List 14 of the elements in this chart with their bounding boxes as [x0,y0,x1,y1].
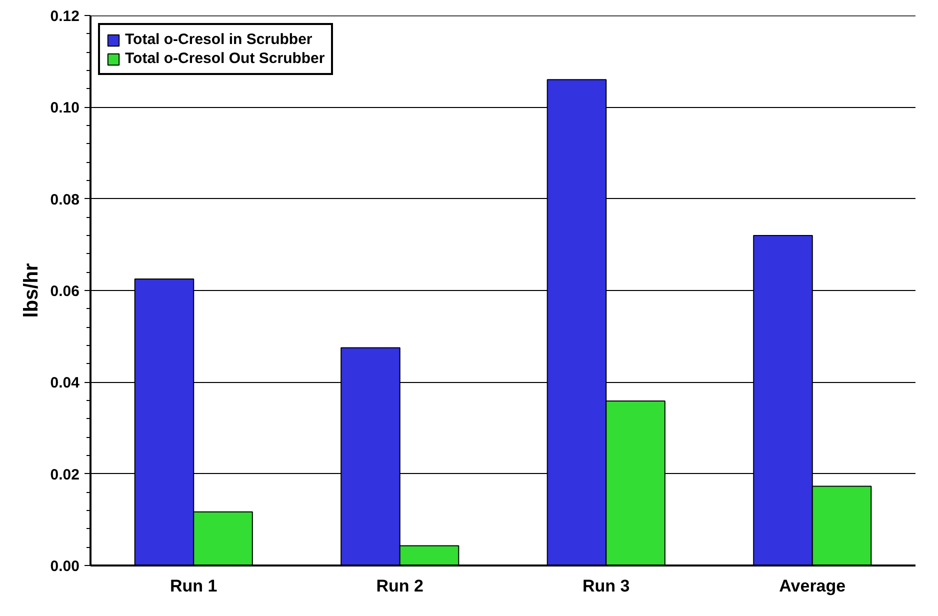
y-tick-label: 0.10 [50,100,80,117]
y-tick-label: 0.12 [50,8,80,25]
legend-label: Total o-Cresol in Scrubber [125,31,312,48]
x-tick-label: Run 2 [376,576,424,596]
x-tick-label: Average [779,576,846,596]
y-tick-label: 0.04 [50,374,80,392]
y-tick-label: 0.08 [50,191,80,208]
x-tick-label: Run 3 [582,576,630,596]
x-tick-label: Run 1 [170,576,218,596]
y-axis-title: lbs/hr [20,263,42,318]
y-tick-label: 0.00 [50,558,80,575]
y-tick-label: 0.06 [50,283,80,300]
y-tick-label: 0.02 [50,466,80,484]
legend-label: Total o-Cresol Out Scrubber [125,50,325,67]
